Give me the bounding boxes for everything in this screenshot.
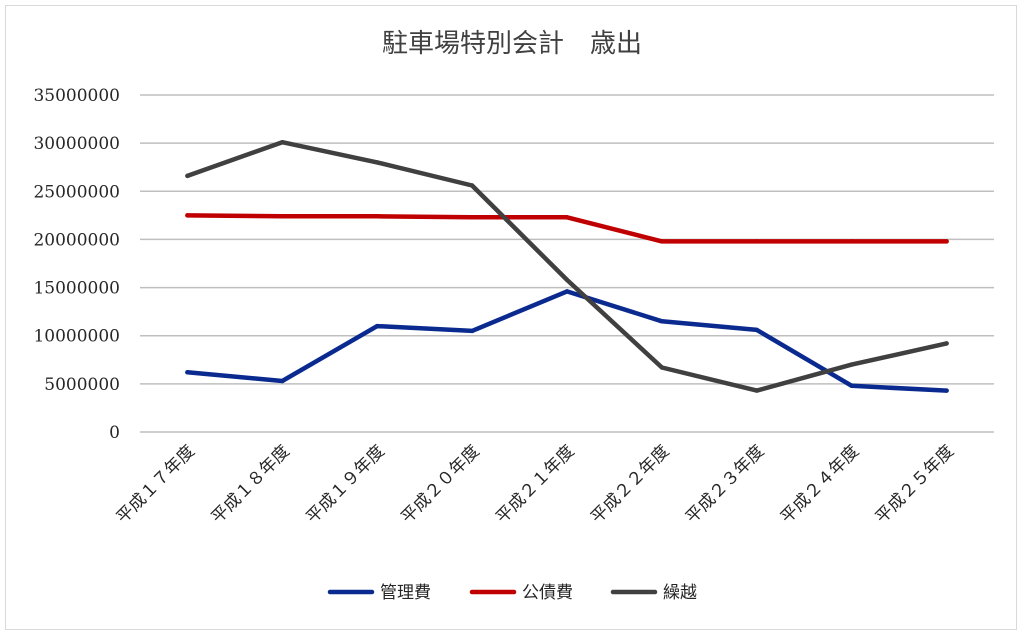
data-point (754, 327, 759, 333)
y-tick-label: 10000000 (33, 327, 120, 347)
y-tick-label: 30000000 (33, 134, 120, 154)
y-tick-label: 0 (109, 423, 120, 443)
data-point (754, 388, 759, 393)
data-point (944, 388, 949, 393)
chart-frame (5, 5, 1017, 630)
x-axis-ticks: 平成１７年度 平成１８年度 平成１９年度 平成２０年度 平成２１年度 平成２２年度 平成２３… (113, 441, 958, 527)
data-point (469, 183, 475, 188)
chart-title: 駐車場特別会計 歳出 (382, 29, 642, 59)
data-point (280, 139, 285, 145)
x-tick-label: 平成１９年度 (302, 441, 388, 527)
x-tick-label: 平成２５年度 (872, 441, 958, 527)
legend: 管理費 公債費 繰越 (327, 583, 697, 603)
data-point (185, 370, 190, 375)
x-tick-label: 平成２３年度 (682, 441, 768, 527)
y-tick-label: 5000000 (44, 375, 120, 395)
data-point (469, 328, 475, 334)
data-point (375, 323, 380, 329)
series-line-0 (185, 289, 949, 393)
data-point (754, 239, 759, 244)
y-tick-label: 35000000 (33, 86, 120, 106)
data-point (564, 277, 570, 283)
legend-label: 管理費 (380, 583, 431, 603)
x-tick-label: 平成１８年度 (208, 441, 294, 527)
legend-label: 公債費 (522, 583, 573, 603)
data-point (944, 239, 949, 244)
data-point (944, 341, 949, 346)
data-point (849, 362, 854, 367)
data-point (375, 160, 380, 165)
data-point (375, 214, 380, 219)
data-point (280, 378, 285, 384)
data-point (185, 213, 190, 218)
data-point (185, 173, 190, 179)
data-point (849, 383, 854, 388)
series-line-2 (185, 139, 949, 393)
data-point (280, 214, 285, 219)
x-tick-label: 平成１７年度 (113, 441, 199, 527)
y-axis-ticks: 0 5000000 10000000 15000000 20000000 25000000… (33, 86, 120, 443)
data-point (564, 289, 570, 294)
data-point (564, 215, 570, 220)
data-point (659, 365, 665, 370)
x-tick-label: 平成２４年度 (777, 441, 863, 527)
x-tick-label: 平成２０年度 (397, 441, 483, 527)
y-tick-label: 15000000 (33, 279, 120, 299)
data-point (659, 319, 665, 324)
y-tick-label: 20000000 (33, 230, 120, 250)
data-point (849, 239, 854, 244)
x-tick-label: 平成２１年度 (492, 441, 578, 527)
legend-label: 繰越 (663, 583, 697, 603)
series-lines (185, 139, 949, 393)
y-tick-label: 25000000 (33, 182, 120, 202)
data-point (659, 239, 665, 244)
x-tick-label: 平成２２年度 (587, 441, 673, 527)
data-point (469, 215, 475, 220)
